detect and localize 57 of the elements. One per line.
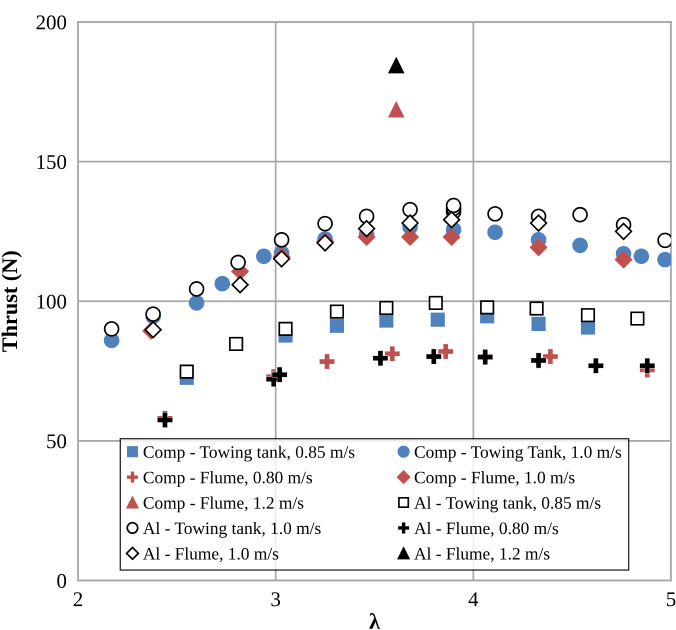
x-tick-label: 4 xyxy=(468,592,478,606)
legend-label: Al - Flume, 1.0 m/s xyxy=(143,547,278,562)
y-tick-label: 150 xyxy=(37,155,66,170)
point xyxy=(388,102,404,118)
point xyxy=(530,238,548,256)
point xyxy=(388,58,404,74)
point xyxy=(588,358,604,374)
point xyxy=(530,301,544,316)
point xyxy=(487,224,503,240)
point xyxy=(630,311,644,326)
legend-label: Al - Towing tank, 1.0 m/s xyxy=(143,522,321,538)
point xyxy=(256,248,272,264)
point xyxy=(401,214,419,232)
legend-label: Comp - Flume, 1.2 m/s xyxy=(144,496,304,512)
point xyxy=(372,350,388,366)
point xyxy=(272,366,288,383)
legend-label: Al - Flume, 0.80 m/s xyxy=(414,522,558,537)
y-tick-label: 200 xyxy=(36,15,66,30)
point xyxy=(330,318,344,333)
y-tick-label: 50 xyxy=(47,434,66,448)
point xyxy=(188,295,204,311)
legend-label: Comp - Towing Tank, 1.0 m/s xyxy=(414,446,622,462)
x-tick-label: 5 xyxy=(667,592,676,606)
point xyxy=(145,306,161,322)
y-axis-title: Thrust (N) xyxy=(2,251,22,352)
point xyxy=(442,211,460,228)
point xyxy=(442,228,460,246)
point xyxy=(180,364,194,379)
point xyxy=(634,248,650,264)
x-axis-title: λ xyxy=(369,613,380,629)
x-tick-label: 3 xyxy=(271,592,280,606)
point xyxy=(614,250,632,268)
point xyxy=(531,316,546,331)
point xyxy=(231,276,249,294)
point xyxy=(430,312,445,327)
y-tick-label: 0 xyxy=(57,574,66,588)
legend-label: Comp - Flume, 1.0 m/s xyxy=(414,471,574,487)
point xyxy=(379,300,394,316)
point xyxy=(428,296,443,310)
legend-label: Al - Towing tank, 0.85 m/s xyxy=(414,496,600,512)
point xyxy=(572,238,588,254)
point xyxy=(401,228,419,246)
legend-label: Al - Flume, 1.2 m/s xyxy=(414,547,550,562)
point xyxy=(278,322,293,336)
point xyxy=(480,300,494,314)
point xyxy=(358,220,376,238)
point xyxy=(230,254,246,270)
x-tick-label: 2 xyxy=(74,592,82,606)
point xyxy=(614,222,632,240)
point xyxy=(580,308,596,322)
point xyxy=(229,336,244,352)
point xyxy=(214,276,230,292)
legend-label: Comp - Flume, 0.80 m/s xyxy=(144,471,312,487)
point xyxy=(330,304,344,319)
legend-label: Comp - Towing tank, 0.85 m/s xyxy=(144,446,354,462)
point xyxy=(530,214,548,232)
y-tick-label: 100 xyxy=(37,294,66,309)
